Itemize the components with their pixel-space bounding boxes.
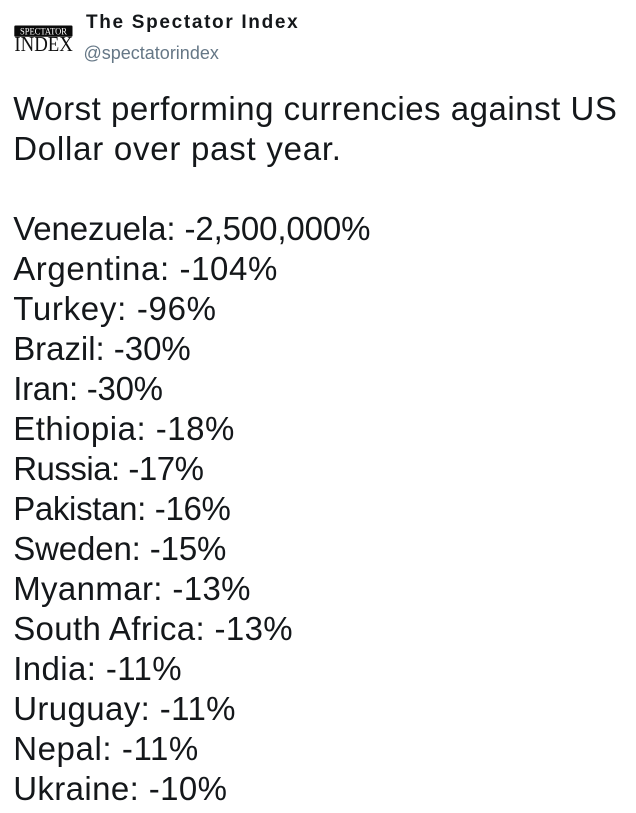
svg-text:INDEX: INDEX [14, 32, 73, 53]
svg-text:SPECTATOR: SPECTATOR [20, 26, 67, 36]
